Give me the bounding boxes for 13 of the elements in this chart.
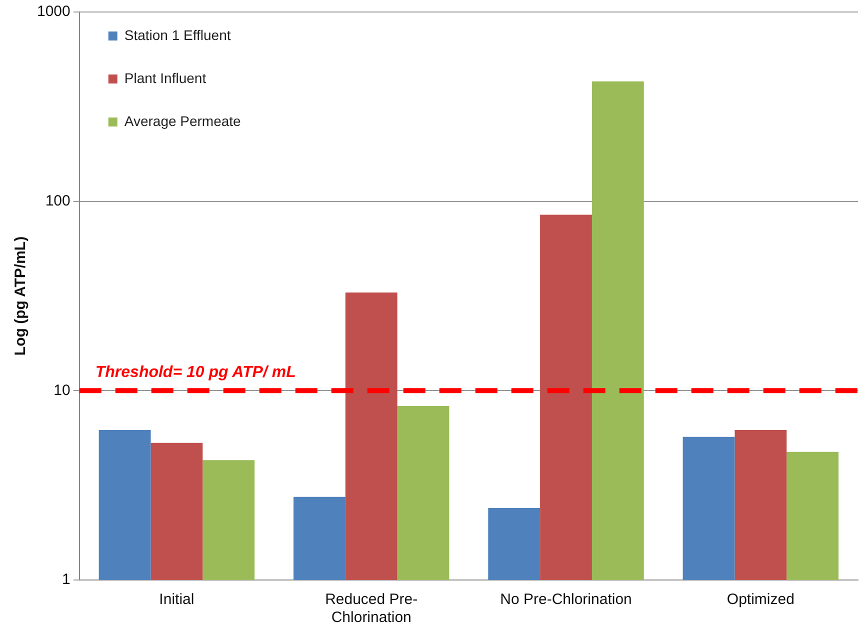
x-tick-label: Initial (159, 591, 194, 608)
ref-line-label: Threshold= 10 pg ATP/ mL (95, 364, 296, 382)
legend-label: Average Permeate (124, 112, 242, 129)
legend-label: Station 1 Effluent (124, 26, 231, 43)
legend-label: Plant Influent (124, 70, 206, 86)
x-tick-label: Reduced Pre-Chlorination (325, 591, 418, 626)
y-tick-label: 1000 (36, 3, 70, 20)
y-axis-title: Log (pg ATP/mL) (12, 236, 30, 356)
x-tick-label: No Pre-Chlorination (500, 591, 632, 608)
y-tick-label: 10 (54, 382, 70, 399)
y-tick-label: 1 (62, 571, 70, 588)
y-tick-label: 100 (45, 192, 70, 210)
x-tick-label: Optimized (726, 591, 794, 608)
